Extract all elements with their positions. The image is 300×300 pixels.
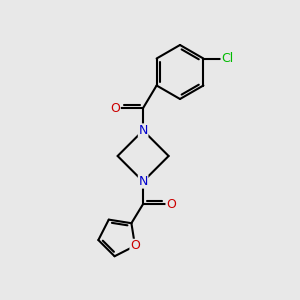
Text: N: N <box>138 175 148 188</box>
Text: O: O <box>110 101 120 115</box>
Text: Cl: Cl <box>221 52 233 65</box>
Text: N: N <box>138 124 148 137</box>
Text: O: O <box>130 239 140 252</box>
Text: O: O <box>166 197 176 211</box>
